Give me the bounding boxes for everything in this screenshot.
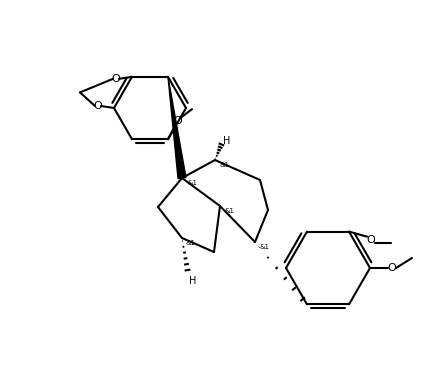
Text: O: O [93,101,102,111]
Text: &1: &1 [225,208,234,214]
Text: H: H [189,276,196,286]
Text: &1: &1 [187,180,198,186]
Text: O: O [173,116,182,126]
Text: &1: &1 [259,244,269,250]
Polygon shape [167,77,186,178]
Text: &1: &1 [186,240,196,246]
Text: O: O [366,235,374,245]
Text: H: H [223,136,230,146]
Text: &1: &1 [219,162,230,168]
Text: O: O [111,74,120,84]
Text: O: O [387,263,395,273]
